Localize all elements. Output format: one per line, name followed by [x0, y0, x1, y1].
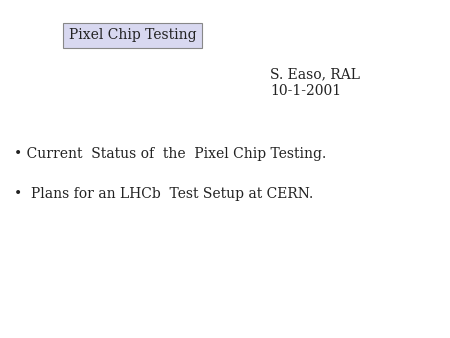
- Text: Pixel Chip Testing: Pixel Chip Testing: [69, 28, 197, 43]
- Text: •  Plans for an LHCb  Test Setup at CERN.: • Plans for an LHCb Test Setup at CERN.: [14, 187, 313, 201]
- Text: • Current  Status of  the  Pixel Chip Testing.: • Current Status of the Pixel Chip Testi…: [14, 147, 326, 161]
- Text: S. Easo, RAL
10-1-2001: S. Easo, RAL 10-1-2001: [270, 68, 360, 98]
